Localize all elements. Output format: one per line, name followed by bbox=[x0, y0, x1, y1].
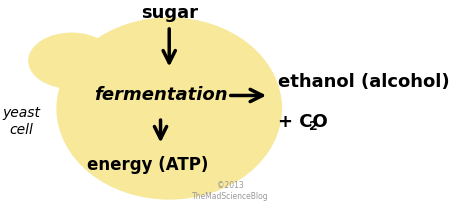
Text: ethanol (alcohol): ethanol (alcohol) bbox=[278, 74, 449, 91]
Text: sugar: sugar bbox=[141, 4, 198, 22]
Text: yeast
cell: yeast cell bbox=[3, 106, 41, 137]
Text: 2: 2 bbox=[309, 120, 318, 133]
Text: ©2013
TheMadScienceBlog: ©2013 TheMadScienceBlog bbox=[191, 181, 268, 201]
Ellipse shape bbox=[56, 17, 282, 200]
Text: energy (ATP): energy (ATP) bbox=[87, 156, 208, 174]
Text: + CO: + CO bbox=[278, 113, 328, 130]
Text: fermentation: fermentation bbox=[94, 87, 228, 104]
Ellipse shape bbox=[28, 33, 115, 89]
